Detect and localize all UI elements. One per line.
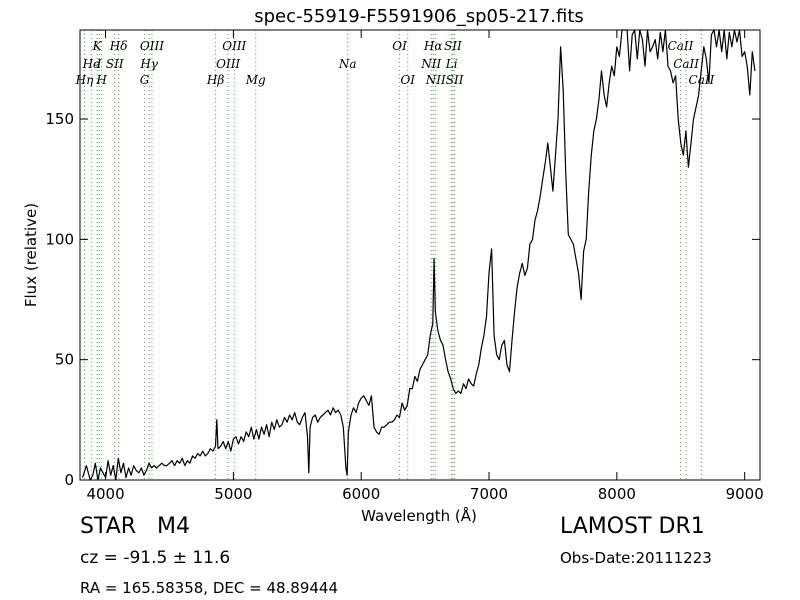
marker-label-23: CaII — [668, 39, 694, 53]
marker-label-17: NII — [420, 57, 441, 71]
x-tick-label-5: 9000 — [726, 485, 764, 503]
y-tick-label-1: 50 — [55, 351, 74, 369]
y-tick-label-3: 150 — [45, 110, 74, 128]
marker-label-20: Li — [445, 57, 458, 71]
x-tick-label-4: 8000 — [598, 485, 636, 503]
y-tick-label-2: 100 — [45, 230, 74, 248]
marker-label-16: OI — [400, 73, 415, 87]
marker-label-8: Hγ — [139, 57, 158, 71]
x-tick-label-2: 6000 — [342, 485, 380, 503]
marker-label-3: I — [96, 57, 102, 71]
marker-label-11: OIII — [216, 57, 240, 71]
x-axis-label: Wavelength (Å) — [361, 506, 477, 525]
marker-label-24: CaII — [673, 57, 699, 71]
object-class: STAR M4 — [80, 514, 190, 539]
marker-label-22: SII — [446, 73, 464, 87]
marker-label-9: OIII — [140, 39, 164, 53]
survey-name: LAMOST DR1 — [560, 514, 705, 539]
marker-label-6: Hδ — [109, 39, 128, 53]
observation-date: Obs-Date:20111223 — [560, 549, 712, 567]
marker-label-13: Mg — [245, 73, 266, 87]
chart-title: spec-55919-F5591906_sp05-217.fits — [254, 6, 584, 27]
axis-ticks: 4000 5000 6000 7000 8000 9000 0 50 100 150 — [45, 30, 764, 503]
redshift-value: cz = -91.5 ± 11.6 — [80, 548, 231, 568]
marker-label-4: H — [95, 73, 107, 87]
x-tick-label-3: 7000 — [470, 485, 508, 503]
y-tick-label-0: 0 — [64, 471, 74, 489]
marker-label-25: CaII — [689, 73, 715, 87]
marker-label-12: OIII — [222, 39, 246, 53]
marker-label-5: SII — [106, 57, 124, 71]
marker-label-0: Hη — [75, 73, 94, 87]
plot-frame — [79, 29, 761, 481]
coordinates: RA = 165.58358, DEC = 48.89444 — [80, 579, 339, 597]
marker-labels: Hη He KIH SII Hδ G Hγ OIII Hβ OIII OIII Mg Na OI OI NII… — [75, 39, 715, 87]
marker-label-14: Na — [338, 57, 357, 71]
marker-label-19: NII — [425, 73, 446, 87]
marker-label-15: OI — [392, 39, 407, 53]
y-axis-label: Flux (relative) — [22, 203, 40, 307]
marker-label-18: Hα — [423, 39, 443, 53]
marker-label-10: Hβ — [206, 73, 224, 87]
flux-series — [82, 29, 756, 481]
flux-line-0 — [82, 29, 756, 481]
marker-label-2: K — [92, 39, 103, 53]
x-tick-label-0: 4000 — [86, 485, 124, 503]
marker-label-21: SII — [444, 39, 462, 53]
x-tick-label-1: 5000 — [214, 485, 252, 503]
spectral-line-markers — [83, 30, 702, 480]
marker-label-1: He — [82, 57, 101, 71]
marker-label-7: G — [140, 73, 150, 87]
